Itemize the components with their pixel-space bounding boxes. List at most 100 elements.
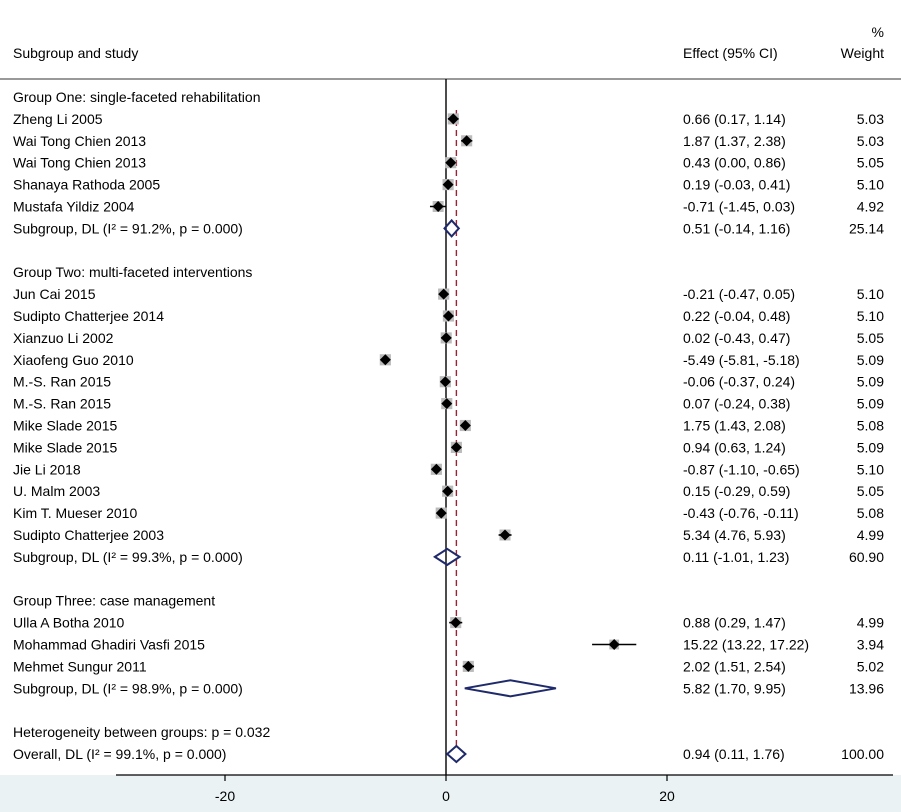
study-weight: 5.10: [857, 308, 884, 324]
study-label: Xiaofeng Guo 2010: [13, 352, 134, 368]
study-weight: 3.94: [857, 637, 884, 653]
study-label: Kim T. Mueser 2010: [13, 505, 137, 521]
x-tick-label: -20: [215, 788, 235, 804]
study-effect-ci: -0.87 (-1.10, -0.65): [683, 461, 800, 477]
subgroup-effect-ci: 5.82 (1.70, 9.95): [683, 680, 786, 696]
subgroup-label: Subgroup, DL (I² = 99.3%, p = 0.000): [13, 549, 243, 565]
study-effect-ci: -0.71 (-1.45, 0.03): [683, 199, 795, 215]
study-label: M.-S. Ran 2015: [13, 374, 111, 390]
overall-label: Overall, DL (I² = 99.1%, p = 0.000): [13, 746, 226, 762]
study-effect-ci: -5.49 (-5.81, -5.18): [683, 352, 800, 368]
study-label: Jie Li 2018: [13, 461, 81, 477]
point-estimate-marker: [440, 332, 452, 344]
subgroup-weight: 13.96: [849, 680, 884, 696]
group-title: Group Two: multi-faceted interventions: [13, 264, 252, 280]
study-effect-ci: 0.66 (0.17, 1.14): [683, 111, 786, 127]
point-estimate-marker: [462, 660, 474, 672]
study-weight: 5.10: [857, 177, 884, 193]
study-effect-ci: 5.34 (4.76, 5.93): [683, 527, 786, 543]
x-axis: -20 0 20: [116, 774, 893, 804]
point-estimate-marker: [442, 485, 454, 497]
study-effect-ci: 0.19 (-0.03, 0.41): [683, 177, 790, 193]
study-effect-ci: -0.06 (-0.37, 0.24): [683, 374, 795, 390]
subgroup-label: Subgroup, DL (I² = 98.9%, p = 0.000): [13, 680, 243, 696]
header-weight-percent: %: [872, 24, 884, 40]
plot-panel: [0, 0, 901, 775]
subgroup-weight: 25.14: [849, 220, 884, 236]
study-effect-ci: 0.43 (0.00, 0.86): [683, 155, 786, 171]
study-effect-ci: 0.02 (-0.43, 0.47): [683, 330, 790, 346]
study-label: Sudipto Chatterjee 2014: [13, 308, 164, 324]
group-title: Group Three: case management: [13, 593, 215, 609]
study-weight: 5.09: [857, 374, 884, 390]
point-estimate-marker: [445, 157, 457, 169]
subgroup-weight: 60.90: [849, 549, 884, 565]
study-weight: 5.09: [857, 352, 884, 368]
subgroup-effect-ci: 0.11 (-1.01, 1.23): [683, 549, 789, 565]
point-estimate-marker: [435, 507, 447, 519]
study-effect-ci: 0.88 (0.29, 1.47): [683, 615, 786, 631]
study-label: Xianzuo Li 2002: [13, 330, 114, 346]
study-label: Mike Slade 2015: [13, 418, 118, 434]
study-label: Zheng Li 2005: [13, 111, 103, 127]
study-label: U. Malm 2003: [13, 483, 100, 499]
study-weight: 4.92: [857, 199, 884, 215]
header-study-column: Subgroup and study: [13, 45, 138, 61]
point-estimate-marker: [379, 354, 391, 366]
point-estimate-marker: [447, 113, 459, 125]
study-weight: 5.09: [857, 439, 884, 455]
study-weight: 5.03: [857, 133, 884, 149]
study-weight: 5.10: [857, 286, 884, 302]
x-tick-label: 0: [442, 788, 450, 804]
study-label: Sudipto Chatterjee 2003: [13, 527, 164, 543]
study-label: Wai Tong Chien 2013: [13, 133, 146, 149]
study-effect-ci: 0.07 (-0.24, 0.38): [683, 396, 790, 412]
subgroup-label: Subgroup, DL (I² = 91.2%, p = 0.000): [13, 220, 243, 236]
study-effect-ci: 2.02 (1.51, 2.54): [683, 658, 786, 674]
study-weight: 5.05: [857, 155, 884, 171]
study-weight: 5.05: [857, 330, 884, 346]
point-estimate-marker: [432, 201, 444, 212]
point-estimate-marker: [450, 617, 462, 629]
study-weight: 4.99: [857, 527, 884, 543]
study-label: Mohammad Ghadiri Vasfi 2015: [13, 637, 205, 653]
header-effect-column: Effect (95% CI): [683, 45, 778, 61]
study-label: Jun Cai 2015: [13, 286, 96, 302]
study-weight: 5.05: [857, 483, 884, 499]
study-effect-ci: -0.21 (-0.47, 0.05): [683, 286, 795, 302]
overall-effect-ci: 0.94 (0.11, 1.76): [683, 746, 785, 762]
overall-diamond: [445, 744, 467, 764]
study-weight: 5.09: [857, 396, 884, 412]
point-estimate-marker: [608, 639, 620, 650]
point-estimate-marker: [430, 463, 442, 475]
subgroup-effect-ci: 0.51 (-0.14, 1.16): [683, 220, 790, 236]
study-label: Shanaya Rathoda 2005: [13, 177, 160, 193]
study-weight: 5.03: [857, 111, 884, 127]
study-weight: 5.02: [857, 658, 884, 674]
study-label: Mehmet Sungur 2011: [13, 658, 147, 674]
study-effect-ci: -0.43 (-0.76, -0.11): [683, 505, 799, 521]
study-label: Mustafa Yildiz 2004: [13, 199, 135, 215]
study-weight: 5.08: [857, 505, 884, 521]
point-estimate-marker: [459, 420, 471, 431]
point-estimate-marker: [461, 135, 473, 147]
study-effect-ci: 0.94 (0.63, 1.24): [683, 439, 786, 455]
point-estimate-marker: [438, 288, 450, 300]
study-effect-ci: 1.87 (1.37, 2.38): [683, 133, 786, 149]
study-weight: 5.10: [857, 461, 884, 477]
point-estimate-marker: [442, 179, 454, 191]
study-effect-ci: 15.22 (13.22, 17.22): [683, 637, 809, 653]
point-estimate-marker: [439, 376, 451, 388]
study-label: Wai Tong Chien 2013: [13, 155, 146, 171]
x-tick-label: 20: [659, 788, 675, 804]
study-effect-ci: 0.15 (-0.29, 0.59): [683, 483, 790, 499]
study-label: M.-S. Ran 2015: [13, 396, 111, 412]
point-estimate-marker: [499, 529, 511, 541]
study-label: Ulla A Botha 2010: [13, 615, 125, 631]
group-title: Group One: single-faceted rehabilitation: [13, 89, 260, 105]
heterogeneity-text: Heterogeneity between groups: p = 0.032: [13, 724, 270, 740]
forest-rows: Group One: single-faceted rehabilitation…: [13, 79, 884, 775]
study-label: Mike Slade 2015: [13, 439, 118, 455]
